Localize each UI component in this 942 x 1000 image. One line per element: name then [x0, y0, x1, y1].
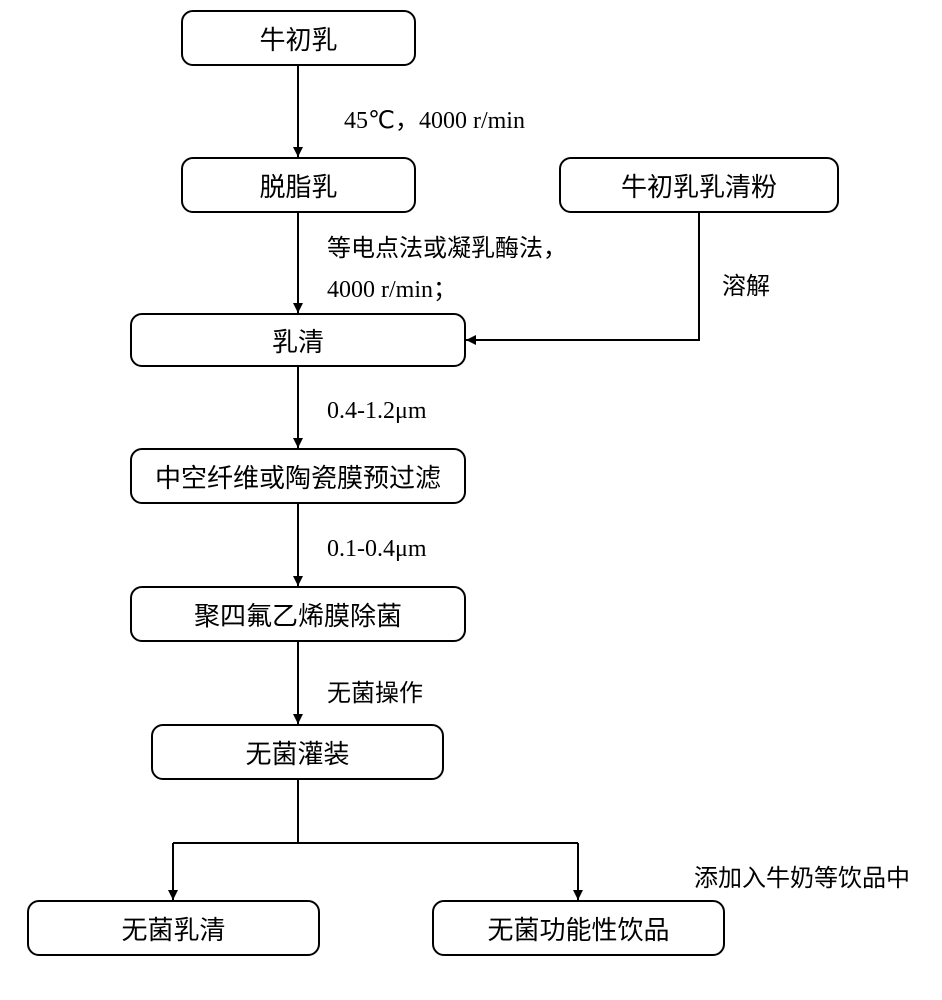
flow-node-label: 无菌灌装	[245, 734, 349, 771]
flow-node-label: 脱脂乳	[259, 167, 337, 204]
edge-label-l7: 无菌操作	[327, 673, 423, 708]
edge-label-l3: 4000 r/min；	[327, 269, 457, 304]
flow-node-n2: 脱脂乳	[181, 157, 416, 213]
flow-node-label: 中空纤维或陶瓷膜预过滤	[155, 458, 441, 495]
flow-node-n6: 聚四氟乙烯膜除菌	[130, 586, 466, 642]
flow-node-label: 牛初乳	[259, 20, 337, 57]
edge-label-l6: 0.1-0.4μm	[327, 536, 427, 563]
flow-node-n8: 无菌乳清	[27, 900, 320, 956]
edge-label-l2: 等电点法或凝乳酶法，	[327, 228, 567, 263]
flow-node-label: 无菌功能性饮品	[487, 910, 669, 947]
edge-label-l4: 溶解	[722, 266, 770, 301]
edge-label-l8: 添加入牛奶等饮品中	[694, 858, 910, 893]
flow-node-n9: 无菌功能性饮品	[432, 900, 725, 956]
flow-node-label: 聚四氟乙烯膜除菌	[194, 596, 402, 633]
flow-node-n5: 中空纤维或陶瓷膜预过滤	[130, 448, 466, 504]
flow-node-label: 乳清	[272, 322, 324, 359]
flow-node-n7: 无菌灌装	[151, 724, 444, 780]
edge-label-l1: 45℃，4000 r/min	[344, 100, 525, 135]
flow-node-n3: 牛初乳乳清粉	[559, 157, 839, 213]
flow-node-n4: 乳清	[130, 313, 466, 367]
flow-node-n1: 牛初乳	[181, 10, 416, 66]
flow-node-label: 牛初乳乳清粉	[621, 167, 777, 204]
edge-label-l5: 0.4-1.2μm	[327, 398, 427, 425]
flow-node-label: 无菌乳清	[121, 910, 225, 947]
